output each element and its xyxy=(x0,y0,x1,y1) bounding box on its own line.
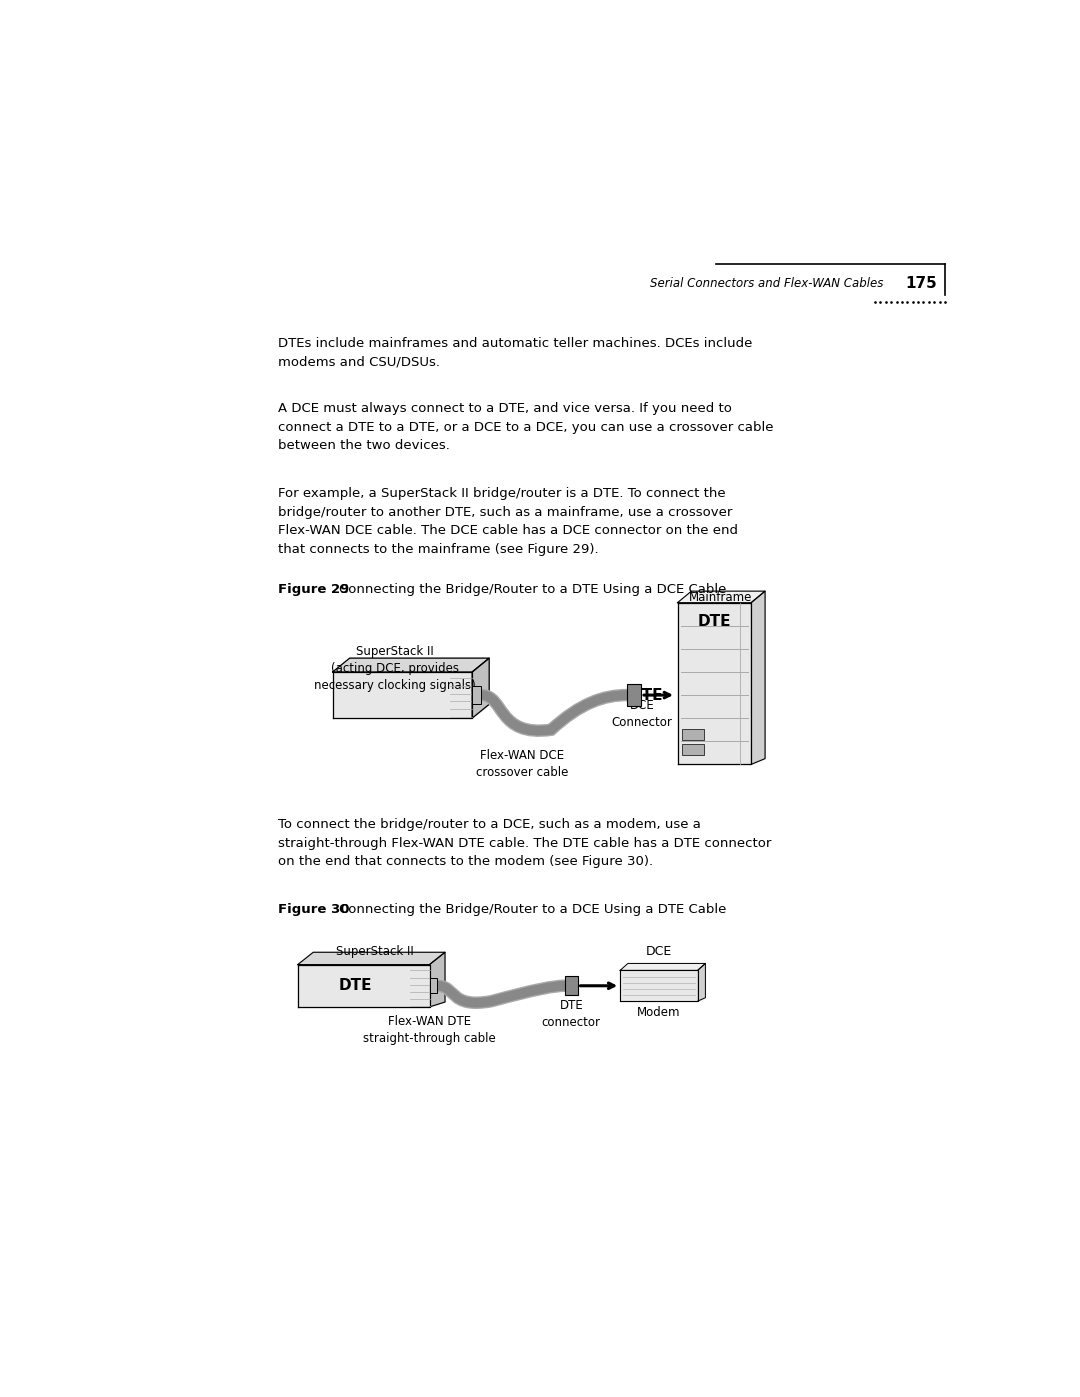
Text: SuperStack II: SuperStack II xyxy=(337,946,415,958)
Text: Connecting the Bridge/Router to a DCE Using a DTE Cable: Connecting the Bridge/Router to a DCE Us… xyxy=(339,902,726,916)
Polygon shape xyxy=(677,591,765,602)
Text: Connecting the Bridge/Router to a DTE Using a DCE Cable: Connecting the Bridge/Router to a DTE Us… xyxy=(339,584,726,597)
Polygon shape xyxy=(751,591,765,764)
Text: 175: 175 xyxy=(906,275,937,291)
Polygon shape xyxy=(620,971,698,1002)
Polygon shape xyxy=(298,953,445,964)
Text: Figure 30: Figure 30 xyxy=(279,902,350,916)
Polygon shape xyxy=(333,658,489,672)
Text: Mainframe: Mainframe xyxy=(689,591,753,604)
Text: DTE
connector: DTE connector xyxy=(542,999,600,1030)
Polygon shape xyxy=(430,953,445,1007)
Polygon shape xyxy=(565,977,578,996)
Text: Figure 29: Figure 29 xyxy=(279,584,350,597)
Text: Modem: Modem xyxy=(637,1006,680,1018)
Polygon shape xyxy=(472,658,489,718)
Text: DCE: DCE xyxy=(646,944,672,958)
Text: Flex-WAN DCE
crossover cable: Flex-WAN DCE crossover cable xyxy=(476,749,569,780)
Polygon shape xyxy=(333,672,472,718)
Polygon shape xyxy=(298,964,430,1007)
Text: DCE
Connector: DCE Connector xyxy=(611,698,672,729)
Text: A DCE must always connect to a DTE, and vice versa. If you need to
connect a DTE: A DCE must always connect to a DTE, and … xyxy=(279,402,774,453)
Polygon shape xyxy=(698,964,705,1002)
Polygon shape xyxy=(683,729,704,740)
Text: To connect the bridge/router to a DCE, such as a modem, use a
straight-through F: To connect the bridge/router to a DCE, s… xyxy=(279,819,772,869)
Polygon shape xyxy=(683,745,704,756)
Polygon shape xyxy=(472,686,482,704)
Text: DTE: DTE xyxy=(698,615,731,630)
Polygon shape xyxy=(620,964,705,971)
Text: SuperStack II
(acting DCE, provides
necessary clocking signals): SuperStack II (acting DCE, provides nece… xyxy=(314,645,475,692)
Text: DTEs include mainframes and automatic teller machines. DCEs include
modems and C: DTEs include mainframes and automatic te… xyxy=(279,337,753,369)
Text: For example, a SuperStack II bridge/router is a DTE. To connect the
bridge/route: For example, a SuperStack II bridge/rout… xyxy=(279,488,739,556)
Polygon shape xyxy=(430,978,437,993)
Text: DTE: DTE xyxy=(339,978,373,993)
Text: Flex-WAN DTE
straight-through cable: Flex-WAN DTE straight-through cable xyxy=(363,1016,496,1045)
Polygon shape xyxy=(627,685,642,705)
Text: Serial Connectors and Flex-WAN Cables: Serial Connectors and Flex-WAN Cables xyxy=(649,277,882,289)
Text: DTE: DTE xyxy=(630,687,663,703)
Polygon shape xyxy=(677,602,751,764)
